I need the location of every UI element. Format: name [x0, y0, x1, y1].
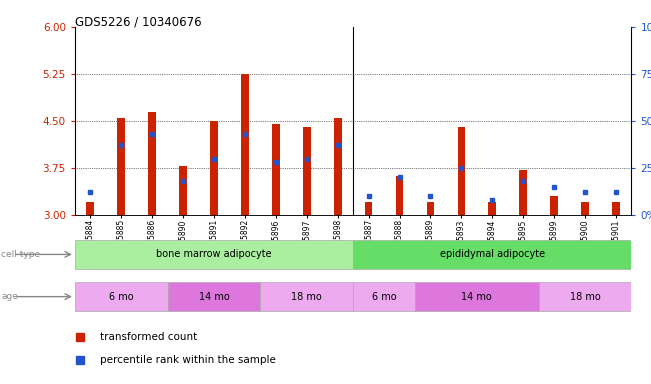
Bar	[353, 240, 631, 269]
Bar	[458, 127, 465, 215]
Bar	[260, 282, 353, 311]
Bar	[539, 282, 631, 311]
Bar	[303, 127, 311, 215]
Bar	[168, 282, 260, 311]
Bar	[396, 176, 404, 215]
Text: 18 mo: 18 mo	[292, 291, 322, 302]
Bar	[353, 282, 415, 311]
Bar	[272, 124, 280, 215]
Bar	[75, 240, 353, 269]
Text: GDS5226 / 10340676: GDS5226 / 10340676	[75, 15, 202, 28]
Bar	[210, 121, 218, 215]
Text: epididymal adipocyte: epididymal adipocyte	[440, 249, 545, 260]
Text: bone marrow adipocyte: bone marrow adipocyte	[156, 249, 272, 260]
Bar	[75, 282, 168, 311]
Text: cell type: cell type	[1, 250, 40, 259]
Text: age: age	[1, 292, 18, 301]
Bar	[415, 282, 539, 311]
Text: 14 mo: 14 mo	[199, 291, 229, 302]
Bar	[519, 170, 527, 215]
Text: transformed count: transformed count	[100, 331, 197, 341]
Bar	[426, 202, 434, 215]
Bar	[241, 74, 249, 215]
Text: percentile rank within the sample: percentile rank within the sample	[100, 355, 276, 365]
Bar	[550, 196, 558, 215]
Text: 14 mo: 14 mo	[462, 291, 492, 302]
Text: 6 mo: 6 mo	[109, 291, 133, 302]
Bar	[581, 202, 589, 215]
Bar	[117, 118, 125, 215]
Bar	[612, 202, 620, 215]
Bar	[488, 202, 496, 215]
Bar	[87, 202, 94, 215]
Bar	[148, 111, 156, 215]
Text: 18 mo: 18 mo	[570, 291, 600, 302]
Bar	[365, 202, 372, 215]
Bar	[334, 118, 342, 215]
Text: 6 mo: 6 mo	[372, 291, 396, 302]
Bar	[179, 166, 187, 215]
